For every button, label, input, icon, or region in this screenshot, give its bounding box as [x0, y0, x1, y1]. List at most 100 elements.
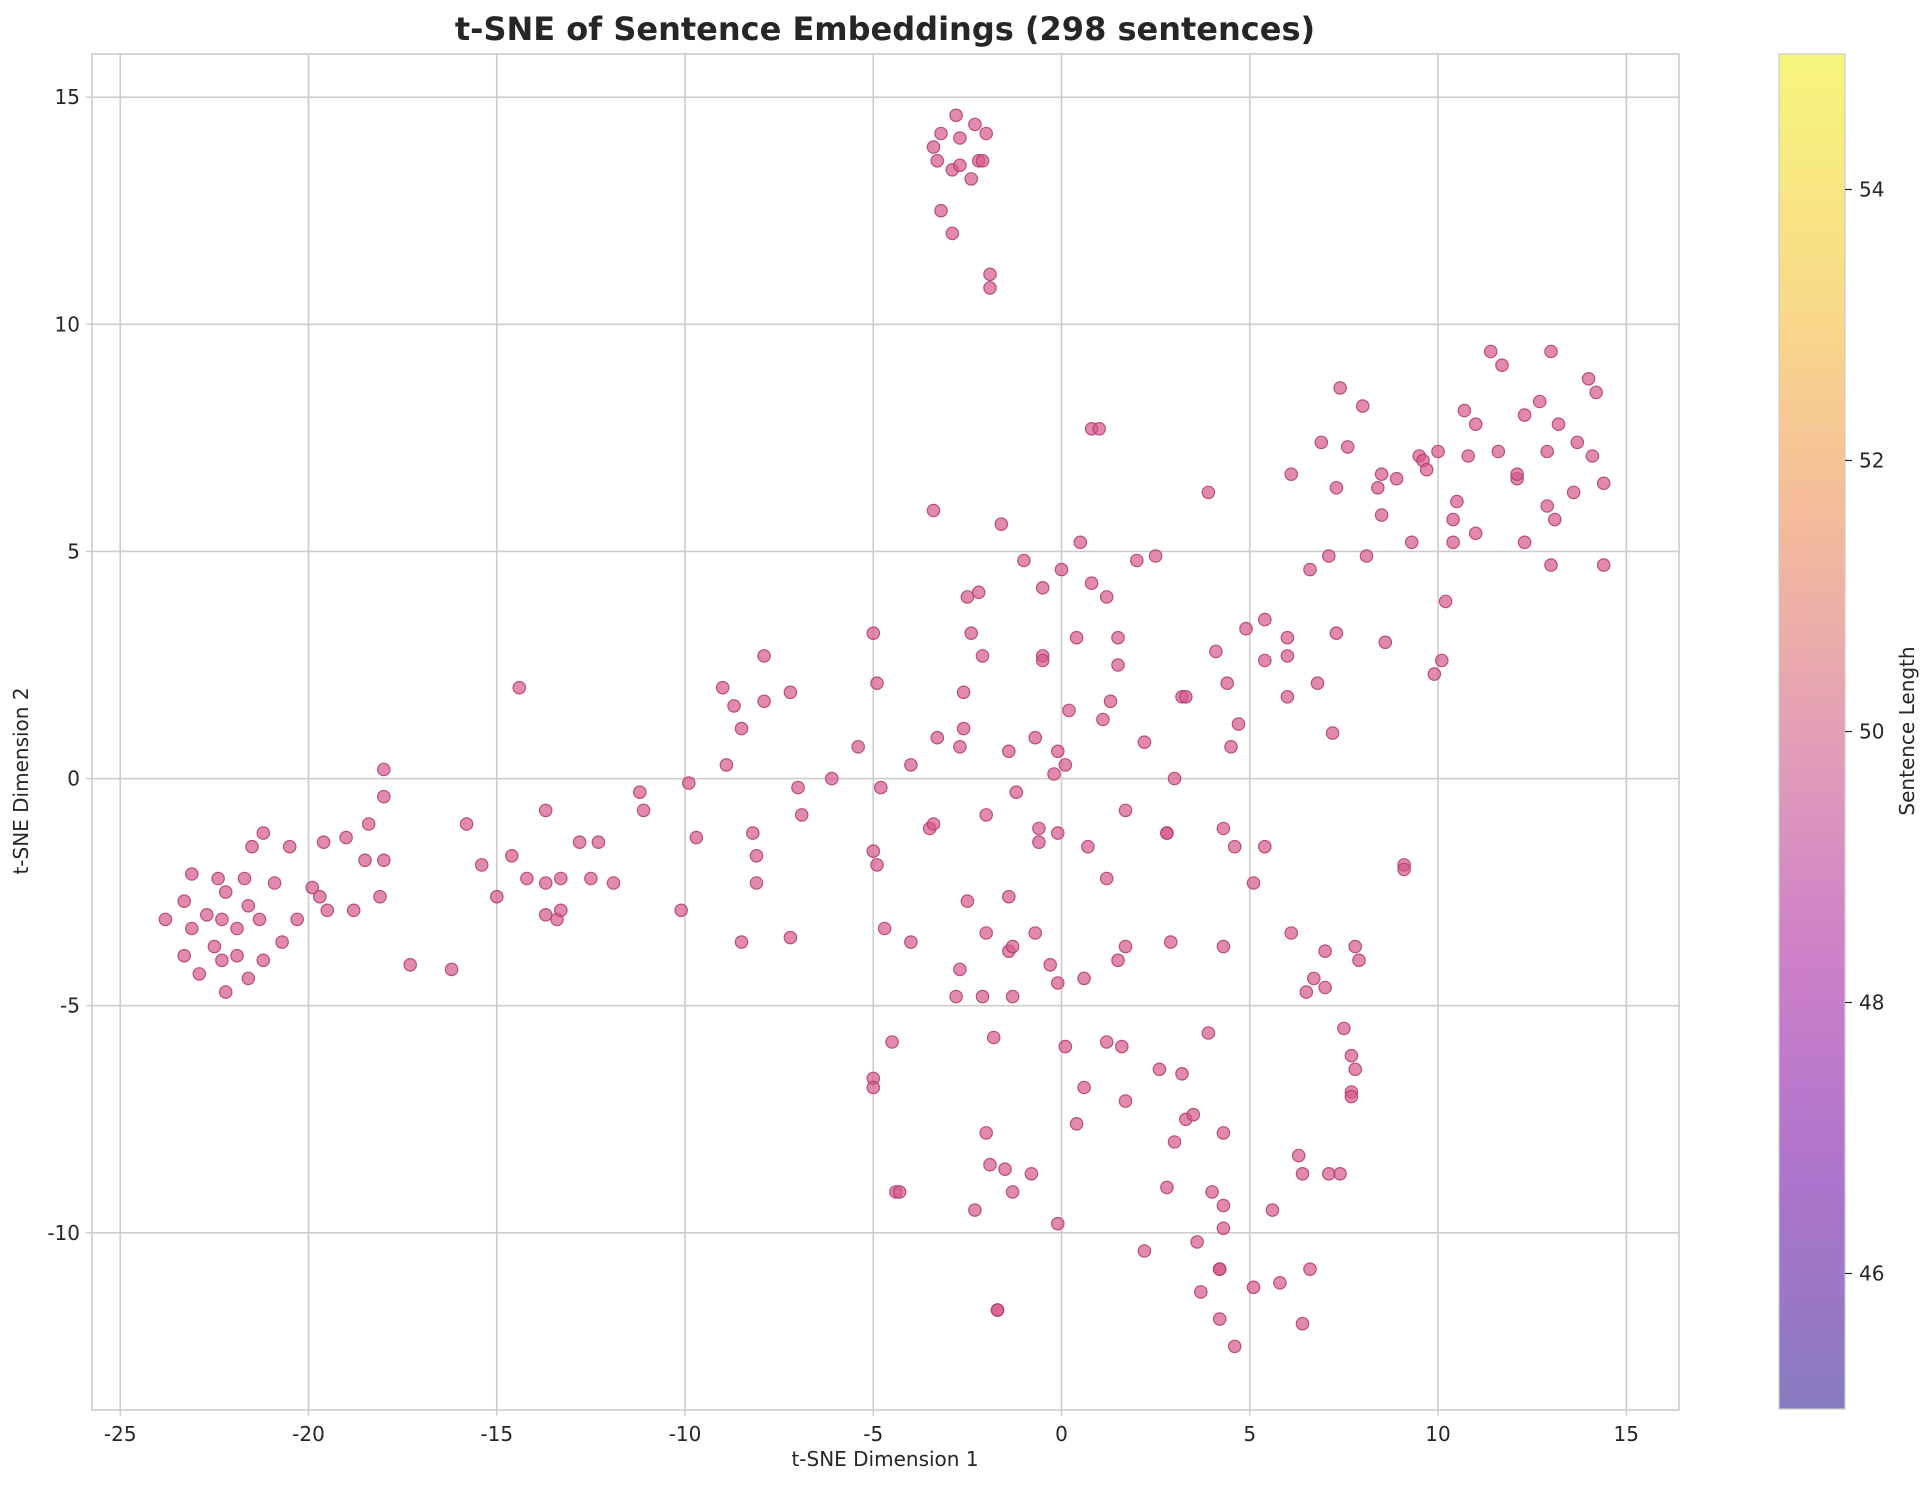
data-point	[1450, 494, 1464, 509]
data-point	[339, 830, 353, 845]
data-point	[870, 676, 884, 690]
data-point	[1118, 939, 1133, 954]
data-point	[1231, 717, 1246, 731]
data-point	[1404, 535, 1419, 550]
grid	[92, 54, 1679, 1410]
data-point	[1209, 644, 1223, 659]
data-point	[1227, 1339, 1242, 1354]
data-point	[1167, 771, 1182, 786]
data-point	[1190, 1235, 1204, 1249]
data-point	[1205, 1185, 1219, 1199]
data-point	[1009, 785, 1024, 799]
y-axis-ticks: -10 -5 0 5 10 15	[47, 85, 92, 1245]
data-point	[1348, 939, 1362, 954]
data-point	[1532, 394, 1547, 409]
data-point	[1092, 421, 1106, 436]
data-point	[904, 758, 918, 772]
data-point	[1374, 508, 1389, 522]
colorbar-title: Sentence Length	[1895, 646, 1919, 815]
data-point	[956, 685, 971, 700]
data-point	[979, 926, 993, 940]
data-point	[1179, 689, 1193, 704]
data-point	[956, 721, 971, 736]
data-point	[975, 989, 990, 1004]
data-point	[1510, 467, 1524, 481]
data-point	[791, 780, 805, 795]
data-point	[1280, 689, 1295, 704]
data-point	[1446, 512, 1460, 527]
data-point	[1001, 889, 1016, 904]
data-point	[1005, 989, 1020, 1004]
x-tick-label: -10	[669, 1422, 702, 1446]
data-point	[885, 1035, 899, 1049]
data-point	[207, 939, 222, 954]
data-point	[636, 803, 651, 818]
data-point	[241, 971, 256, 986]
data-point	[964, 626, 978, 640]
data-point	[1099, 590, 1114, 604]
data-point	[1337, 1021, 1351, 1036]
data-point	[1322, 1167, 1336, 1181]
data-point	[1175, 1067, 1189, 1081]
data-point	[1028, 730, 1042, 745]
data-point	[215, 953, 229, 968]
data-point	[1051, 976, 1065, 990]
data-point	[591, 835, 606, 849]
data-point	[1216, 1198, 1231, 1213]
data-point	[1163, 935, 1178, 949]
data-point	[572, 835, 587, 849]
data-point	[1431, 444, 1445, 459]
data-point	[1461, 449, 1475, 463]
data-point	[1167, 1135, 1182, 1149]
data-point	[734, 935, 749, 949]
data-point	[1258, 612, 1272, 627]
data-point	[1005, 1185, 1020, 1199]
data-point	[1130, 553, 1144, 568]
data-point	[312, 889, 327, 904]
data-point	[1397, 862, 1411, 877]
data-point	[1073, 535, 1088, 550]
data-point	[1103, 694, 1118, 709]
data-point	[1284, 926, 1298, 940]
data-point	[964, 172, 978, 186]
data-point	[689, 830, 704, 845]
data-point	[1047, 767, 1061, 781]
data-point	[1201, 485, 1216, 500]
data-point	[1551, 417, 1566, 431]
data-point	[1148, 549, 1163, 563]
x-tick-label: -5	[863, 1422, 883, 1446]
data-point	[745, 826, 760, 840]
data-point	[553, 903, 568, 918]
data-point	[1265, 1203, 1280, 1217]
data-point	[953, 962, 967, 977]
data-point	[1212, 1262, 1227, 1276]
data-point	[1389, 471, 1404, 486]
data-point	[1585, 449, 1600, 463]
data-point	[953, 739, 967, 754]
data-point	[361, 817, 376, 831]
data-point	[245, 839, 259, 854]
data-point	[1596, 558, 1611, 572]
data-point	[994, 517, 1009, 531]
x-tick-label: -15	[480, 1422, 513, 1446]
data-point	[1111, 630, 1125, 645]
data-point	[1299, 985, 1314, 999]
y-tick-label: -5	[60, 994, 80, 1018]
data-point	[1566, 485, 1581, 500]
data-point	[1111, 953, 1125, 968]
data-point	[960, 894, 975, 908]
data-point	[1258, 653, 1272, 668]
data-point	[192, 967, 207, 981]
colorbar-tick-label: 52	[1859, 449, 1884, 473]
data-point	[1333, 1167, 1347, 1181]
data-point	[953, 131, 967, 145]
data-point	[1273, 1276, 1287, 1290]
data-point	[1220, 676, 1234, 690]
data-point	[1246, 1280, 1261, 1295]
data-point	[1051, 826, 1065, 840]
chart-title: t-SNE of Sentence Embeddings (298 senten…	[455, 10, 1315, 48]
data-point	[1427, 667, 1442, 681]
data-point	[252, 912, 267, 927]
data-point	[1548, 512, 1562, 527]
data-point	[1310, 676, 1325, 690]
